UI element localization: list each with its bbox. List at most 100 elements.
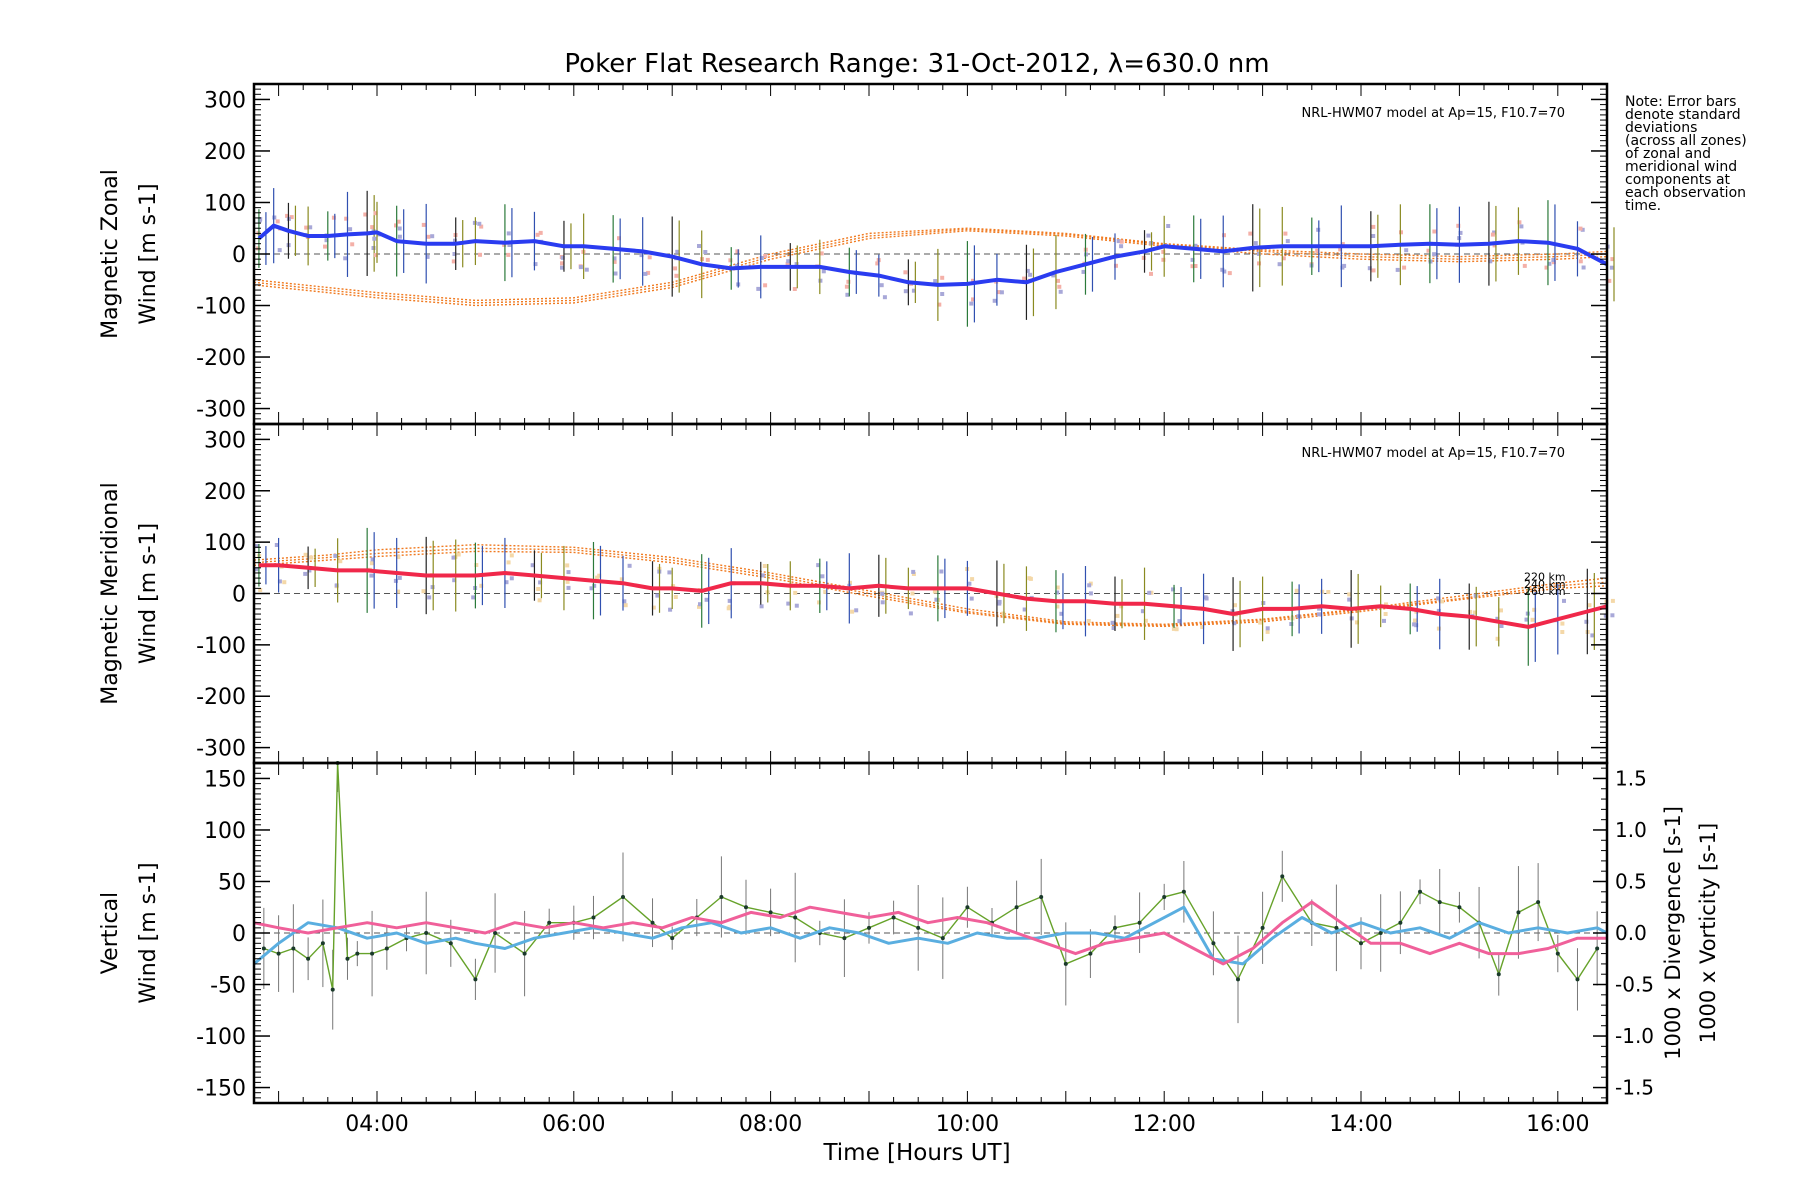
scatter-point (1161, 249, 1166, 254)
scatter-point (566, 585, 571, 590)
scatter-point (258, 217, 263, 222)
scatter-point (1022, 607, 1027, 612)
scatter-point (396, 589, 401, 594)
scatter-point (338, 559, 343, 564)
scatter-point (639, 253, 644, 258)
y-tick-label: -100 (196, 1025, 246, 1050)
scatter-point (911, 569, 916, 574)
scatter-point (875, 261, 880, 266)
scatter-point (1367, 266, 1372, 271)
x-tick-label: 14:00 (1329, 1112, 1392, 1137)
vertical-wind-point (891, 915, 896, 920)
scatter-point (1610, 598, 1615, 603)
vertical-wind-point (424, 931, 429, 935)
scatter-point (1383, 612, 1388, 616)
y-tick-label: 100 (204, 819, 246, 844)
scatter-point (1560, 621, 1565, 626)
x-tick-label: 10:00 (936, 1112, 999, 1137)
scatter-point (673, 595, 678, 599)
scatter-point (1436, 626, 1441, 631)
scatter-point (452, 578, 457, 583)
scatter-point (617, 236, 621, 241)
vertical-wind-point (744, 905, 748, 910)
scatter-point (1402, 265, 1407, 270)
scatter-point (1562, 598, 1566, 603)
scatter-point (1440, 599, 1444, 604)
scatter-point (880, 591, 885, 596)
scatter-point (369, 561, 374, 566)
scatter-point (560, 255, 565, 260)
scatter-point (506, 560, 511, 565)
scatter-point (1119, 239, 1124, 244)
scatter-point (1248, 231, 1253, 236)
scatter-point (786, 259, 791, 264)
scatter-point (1149, 590, 1154, 595)
scatter-point (426, 234, 431, 239)
scatter-point (911, 572, 916, 576)
vertical-wind-point (1181, 889, 1186, 894)
x-tick-label: 06:00 (542, 1112, 605, 1137)
scatter-point (592, 583, 597, 588)
scatter-point (821, 269, 826, 274)
vertical-wind-point (842, 936, 847, 941)
scatter-point (456, 552, 461, 557)
note-line: meridional wind (1625, 159, 1738, 175)
scatter-point (817, 600, 821, 605)
vertical-wind-point (1457, 905, 1462, 910)
scatter-point (509, 553, 514, 558)
scatter-point (1119, 244, 1124, 249)
scatter-point (1395, 267, 1400, 272)
y-tick-label: 100 (204, 531, 246, 556)
scatter-point (1233, 603, 1237, 608)
scatter-point (1057, 284, 1062, 289)
scatter-point (763, 283, 768, 288)
scatter-point (478, 252, 482, 257)
scatter-point (560, 265, 564, 270)
scatter-point (1143, 618, 1148, 623)
scatter-point (1590, 633, 1595, 638)
scatter-point (597, 573, 602, 578)
note-line: denote standard (1625, 107, 1741, 123)
scatter-point (1316, 227, 1321, 232)
scatter-point (823, 589, 828, 594)
scatter-point (309, 555, 314, 560)
scatter-point (816, 563, 821, 568)
scatter-point (932, 589, 937, 594)
scatter-point (578, 265, 583, 270)
scatter-point (589, 586, 594, 591)
scatter-point (613, 271, 618, 276)
scatter-point (1111, 626, 1116, 630)
scatter-point (939, 569, 944, 574)
scatter-point (760, 573, 765, 578)
scatter-point (627, 563, 632, 568)
scatter-point (1316, 612, 1321, 617)
scatter-point (673, 266, 678, 271)
scatter-point (565, 579, 570, 584)
scatter-point (882, 295, 887, 300)
vertical-wind-point (916, 925, 921, 930)
model-curve-0 (253, 230, 1608, 307)
scatter-point (845, 292, 850, 297)
scatter-point (363, 212, 368, 217)
scatter-point (1171, 587, 1175, 592)
scatter-point (477, 221, 482, 226)
scatter-point (667, 570, 672, 575)
scatter-point (1222, 269, 1227, 274)
y-axis-label: Wind [m s-1] (136, 183, 161, 324)
scatter-point (1495, 636, 1500, 641)
scatter-point (623, 603, 628, 608)
scatter-point (397, 575, 402, 580)
scatter-point (671, 584, 676, 589)
scatter-point (910, 591, 915, 596)
vertical-wind-point (1516, 910, 1521, 915)
model-altitude-label: 220 km (1524, 571, 1566, 584)
scatter-point (471, 595, 476, 600)
scatter-point (538, 230, 543, 235)
y-tick-label: 0 (232, 583, 246, 608)
y2-tick-label: 0.0 (1615, 921, 1647, 945)
scatter-point (1147, 590, 1152, 595)
scatter-point (277, 579, 282, 584)
vertical-wind-point (306, 956, 311, 961)
scatter-point (726, 606, 731, 611)
scatter-point (1261, 601, 1266, 605)
